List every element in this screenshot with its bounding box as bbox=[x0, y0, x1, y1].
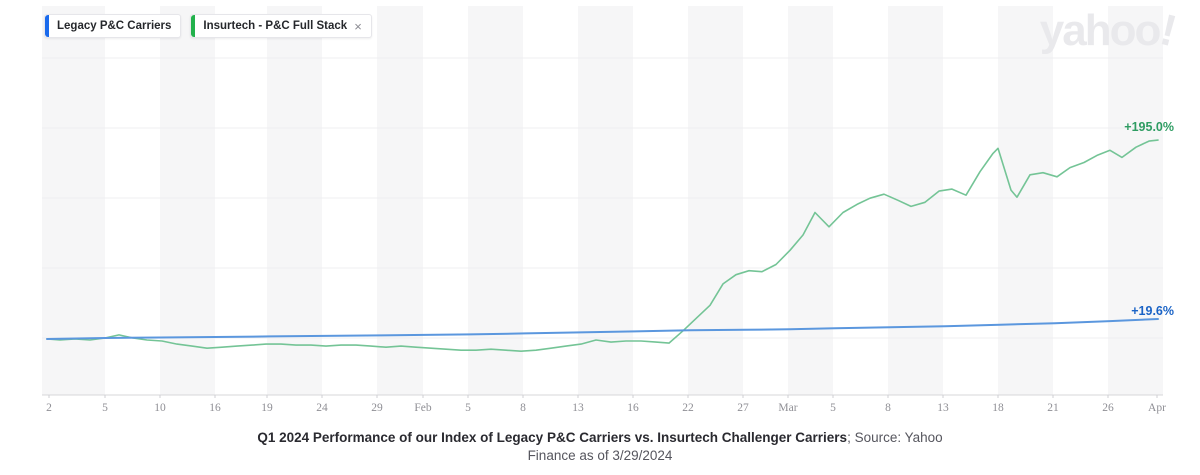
plot-band bbox=[42, 6, 105, 395]
plot-band bbox=[267, 6, 322, 395]
x-tick-label: 8 bbox=[520, 402, 526, 414]
x-tick-label: Feb bbox=[414, 402, 432, 414]
x-tick-label: Apr bbox=[1148, 402, 1166, 414]
yahoo-logo: yahoo! bbox=[1039, 5, 1180, 56]
x-tick-label: 29 bbox=[371, 402, 383, 414]
chart-legend: Legacy P&C Carriers Insurtech - P&C Full… bbox=[44, 14, 372, 38]
caption-line-1: Q1 2024 Performance of our Index of Lega… bbox=[0, 429, 1200, 447]
plot-band bbox=[578, 6, 633, 395]
x-tick-label: 24 bbox=[316, 402, 328, 414]
x-tick-label: 13 bbox=[937, 402, 949, 414]
x-tick-label: 8 bbox=[885, 402, 891, 414]
plot-band bbox=[688, 6, 743, 395]
x-tick-label: 5 bbox=[465, 402, 471, 414]
x-tick-label: 21 bbox=[1047, 402, 1059, 414]
x-tick-label: 22 bbox=[682, 402, 694, 414]
x-tick-label: 5 bbox=[830, 402, 836, 414]
caption-line-2: Finance as of 3/29/2024 bbox=[527, 448, 673, 463]
legend-chip-insurtech[interactable]: Insurtech - P&C Full Stack × bbox=[190, 14, 372, 38]
x-tick-label: 16 bbox=[209, 402, 221, 414]
plot-band bbox=[160, 6, 215, 395]
x-tick-label: Mar bbox=[778, 402, 797, 414]
x-tick-label: 2 bbox=[46, 402, 52, 414]
x-tick-label: 16 bbox=[627, 402, 639, 414]
plot-band bbox=[1108, 6, 1163, 395]
x-tick-label: 13 bbox=[572, 402, 584, 414]
legacy-color-bar bbox=[45, 15, 49, 37]
legend-chip-insurtech-label: Insurtech - P&C Full Stack bbox=[203, 20, 348, 32]
legacy-end-value-label: +19.6% bbox=[1131, 304, 1174, 318]
caption-title: Q1 2024 Performance of our Index of Lega… bbox=[257, 430, 848, 445]
x-tick-label: 19 bbox=[261, 402, 273, 414]
close-icon[interactable]: × bbox=[354, 18, 362, 34]
x-tick-label: 18 bbox=[992, 402, 1004, 414]
x-tick-label: 26 bbox=[1102, 402, 1114, 414]
legend-chip-legacy-label: Legacy P&C Carriers bbox=[57, 20, 172, 32]
legend-chip-legacy[interactable]: Legacy P&C Carriers bbox=[44, 14, 182, 38]
caption-source: ; Source: Yahoo bbox=[847, 430, 943, 445]
plot-band bbox=[788, 6, 833, 395]
plot-band bbox=[468, 6, 523, 395]
x-tick-label: 27 bbox=[737, 402, 749, 414]
chart-caption: Q1 2024 Performance of our Index of Lega… bbox=[0, 429, 1200, 465]
insurtech-end-value-label: +195.0% bbox=[1124, 120, 1174, 134]
plot-band bbox=[888, 6, 943, 395]
legacy-line bbox=[46, 318, 1159, 340]
plot-band bbox=[377, 6, 423, 395]
insurtech-line bbox=[46, 139, 1159, 353]
x-tick-label: 5 bbox=[102, 402, 108, 414]
insurtech-color-bar bbox=[191, 15, 196, 37]
x-tick-label: 10 bbox=[154, 402, 166, 414]
plot-band bbox=[998, 6, 1053, 395]
